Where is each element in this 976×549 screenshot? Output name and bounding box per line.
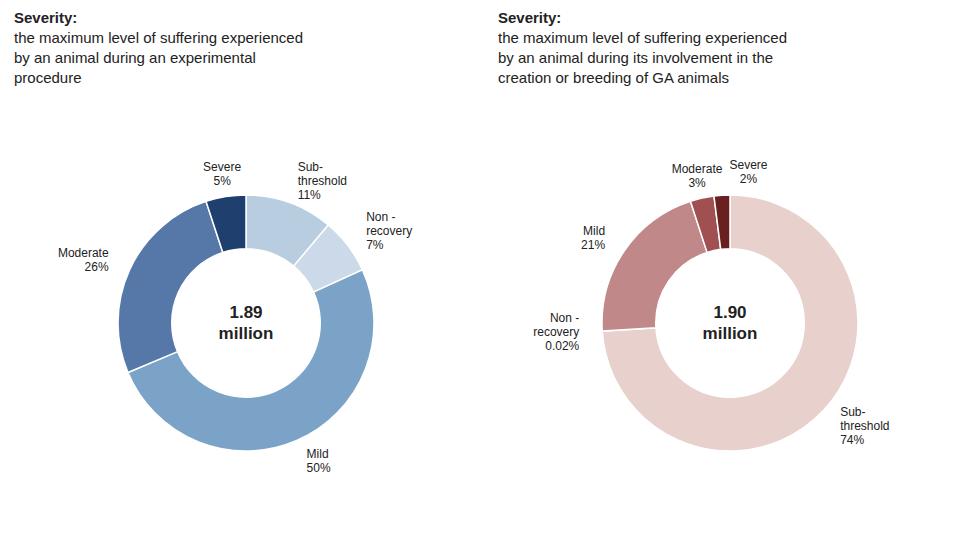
svg-text:Moderate26%: Moderate26% (58, 246, 109, 274)
svg-text:Sub-threshold74%: Sub-threshold74% (840, 405, 889, 447)
svg-text:Non -recovery0.02%: Non -recovery0.02% (533, 311, 579, 353)
svg-text:Mild50%: Mild50% (307, 447, 331, 475)
svg-text:Moderate3%: Moderate3% (672, 162, 723, 190)
html-text:the maximum level of suffering: the maximum level of suffering experienc… (498, 29, 787, 86)
html-text:Severity:: Severity: (14, 9, 78, 26)
svg-text:Non -recovery7%: Non -recovery7% (366, 210, 412, 252)
svg-text:Severe2%: Severe2% (730, 158, 768, 186)
svg-text:Sub-threshold11%: Sub-threshold11% (298, 160, 347, 202)
svg-text:Severe5%: Severe5% (203, 160, 241, 188)
html-text:1.90 million: 1.90 million (702, 303, 758, 343)
html-text:Severity:: Severity: (498, 9, 562, 26)
html-text:1.89 million: 1.89 million (218, 303, 274, 343)
html-text:the maximum level of suffering: the maximum level of suffering experienc… (14, 29, 303, 86)
svg-text:Mild21%: Mild21% (581, 224, 605, 252)
